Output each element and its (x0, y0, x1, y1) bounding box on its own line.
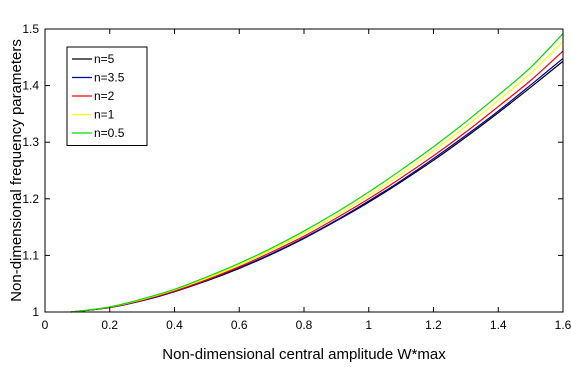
legend-label: n=2 (94, 89, 115, 103)
x-tick-label: 1.2 (425, 318, 442, 332)
series-line-4 (70, 33, 564, 313)
x-tick-label: 0.6 (231, 318, 248, 332)
y-tick-label: 1.3 (22, 135, 39, 149)
legend-label: n=1 (94, 108, 115, 122)
x-tick-label: 1.4 (490, 318, 507, 332)
legend-label: n=5 (94, 52, 115, 66)
x-tick-label: 0.2 (101, 318, 118, 332)
legend: n=5 n=3.5 n=2 n=1 n=0.5 (66, 46, 148, 146)
y-tick-label: 1 (32, 305, 39, 319)
series-layer (70, 33, 564, 313)
x-tick-label: 1 (365, 318, 372, 332)
y-tick-label: 1.2 (22, 192, 39, 206)
x-axis-label: Non-dimensional central amplitude W*max (162, 346, 446, 363)
x-tick-label: 0.8 (296, 318, 313, 332)
x-tick-label: 0 (42, 318, 49, 332)
tick-layer: 0 0.2 0.4 0.6 0.8 1 1.2 1.4 1.6 1 1.1 1.2 1.3 1.4 1.5 (22, 22, 571, 332)
legend-label: n=0.5 (94, 126, 125, 140)
y-tick-label: 1.4 (22, 79, 39, 93)
x-tick-label: 1.6 (555, 318, 571, 332)
y-axis-label: Non-dimensional frequency parameters (8, 39, 25, 302)
y-tick-label: 1.5 (22, 22, 39, 36)
x-tick-label: 0.4 (166, 318, 183, 332)
y-tick-label: 1.1 (22, 248, 39, 262)
series-line-2 (70, 50, 564, 313)
legend-label: n=3.5 (94, 71, 125, 85)
